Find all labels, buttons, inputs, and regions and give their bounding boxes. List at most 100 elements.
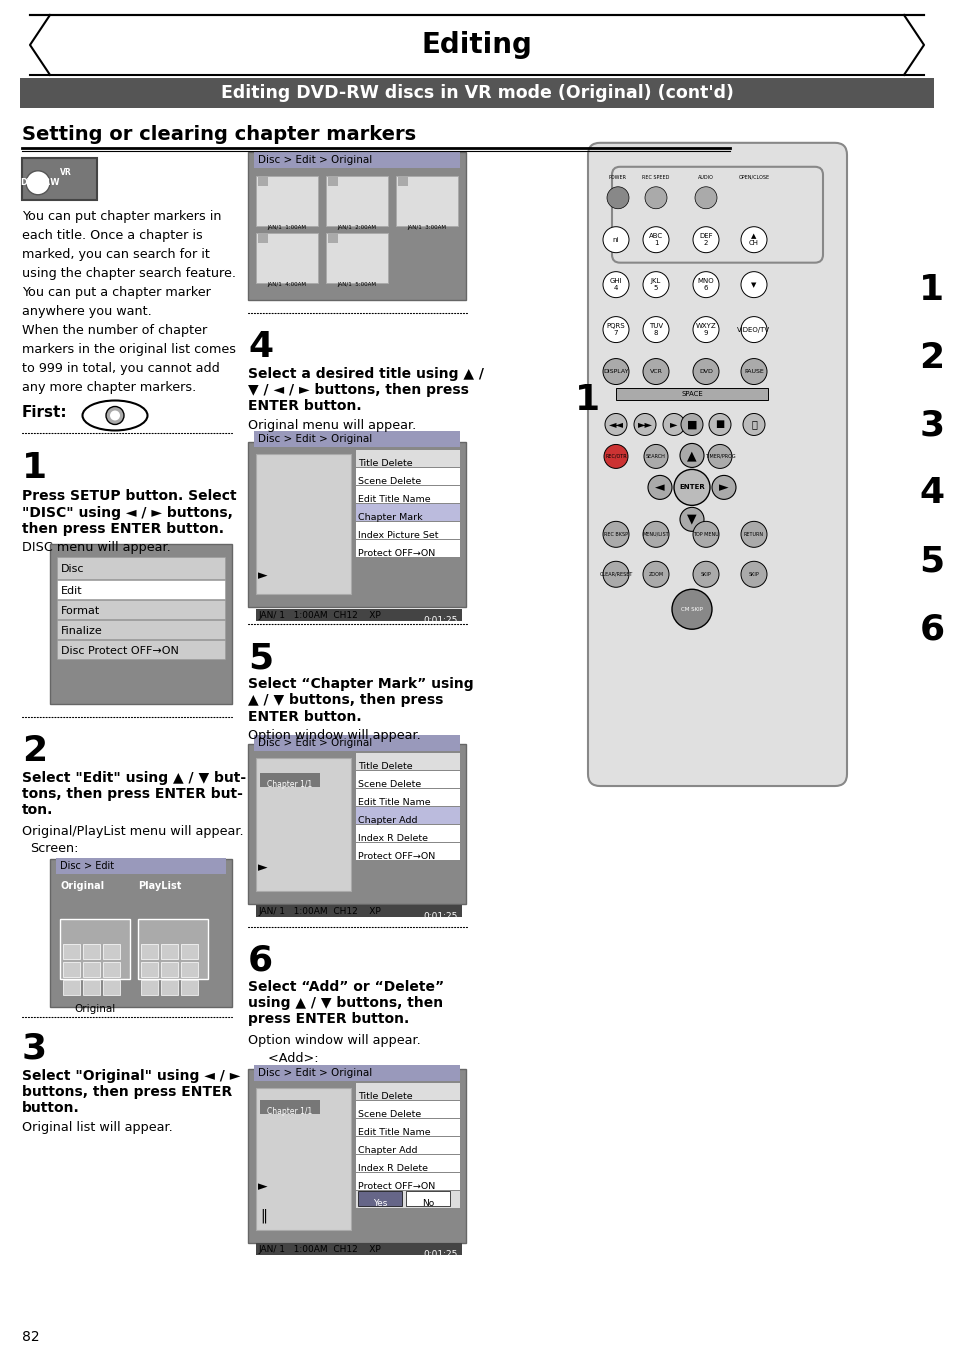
Text: Press SETUP button. Select
"DISC" using ◄ / ► buttons,
then press ENTER button.: Press SETUP button. Select "DISC" using … — [22, 489, 236, 535]
Bar — [328, 175, 337, 186]
Bar — [56, 857, 226, 874]
Ellipse shape — [106, 407, 124, 425]
Text: Editing: Editing — [421, 31, 532, 59]
Bar — [141, 944, 158, 958]
Text: JKL
5: JKL 5 — [650, 278, 660, 291]
Text: Setting or clearing chapter markers: Setting or clearing chapter markers — [22, 125, 416, 144]
Text: Select “Add” or “Delete”
using ▲ / ▼ buttons, then
press ENTER button.: Select “Add” or “Delete” using ▲ / ▼ but… — [248, 980, 444, 1026]
Text: Chapter Mark: Chapter Mark — [357, 514, 422, 523]
Circle shape — [692, 522, 719, 547]
Text: Edit Title Name: Edit Title Name — [357, 1127, 430, 1136]
Text: 1: 1 — [22, 452, 47, 485]
Bar — [260, 1100, 319, 1113]
Text: REC SPEED: REC SPEED — [641, 175, 669, 179]
Circle shape — [642, 359, 668, 384]
Text: ◄: ◄ — [655, 481, 664, 493]
Circle shape — [692, 226, 719, 252]
Text: Disc > Edit > Original: Disc > Edit > Original — [257, 434, 372, 445]
Circle shape — [604, 414, 626, 435]
Text: ◄◄: ◄◄ — [608, 419, 623, 430]
Text: 82: 82 — [22, 1330, 40, 1344]
Text: ■: ■ — [686, 419, 697, 430]
Text: Chapter Add: Chapter Add — [357, 1146, 417, 1155]
Circle shape — [679, 507, 703, 531]
Text: Protect OFF→ON: Protect OFF→ON — [357, 550, 435, 558]
Text: 3: 3 — [919, 408, 943, 442]
Text: ⏯: ⏯ — [750, 419, 756, 430]
Circle shape — [740, 272, 766, 298]
Text: DEF
2: DEF 2 — [699, 233, 712, 247]
Text: ni: ni — [612, 237, 618, 243]
Text: MNO
6: MNO 6 — [697, 278, 714, 291]
Circle shape — [679, 443, 703, 468]
Bar — [253, 735, 459, 751]
Text: Option window will appear.: Option window will appear. — [248, 1034, 420, 1046]
Circle shape — [742, 414, 764, 435]
Bar — [57, 640, 225, 659]
Bar — [248, 1069, 465, 1243]
Bar — [63, 980, 80, 995]
Text: Yes: Yes — [373, 1198, 387, 1208]
Bar — [260, 772, 319, 787]
Bar — [181, 980, 198, 995]
Bar — [355, 468, 459, 485]
Circle shape — [692, 272, 719, 298]
Circle shape — [602, 272, 628, 298]
Text: GHI
4: GHI 4 — [609, 278, 621, 291]
Text: DVD: DVD — [699, 369, 712, 373]
Circle shape — [110, 411, 120, 421]
Circle shape — [602, 317, 628, 342]
Text: JAN/ 1   1:00AM  CH12    XP: JAN/ 1 1:00AM CH12 XP — [257, 907, 380, 915]
Text: PAUSE: PAUSE — [743, 369, 763, 373]
Bar — [138, 919, 208, 979]
Bar — [255, 454, 351, 594]
Circle shape — [602, 522, 628, 547]
Bar — [257, 233, 268, 243]
Bar — [60, 919, 130, 979]
Text: ZOOM: ZOOM — [648, 572, 663, 577]
Text: Scene Delete: Scene Delete — [357, 780, 421, 789]
FancyBboxPatch shape — [587, 143, 846, 786]
Bar — [83, 962, 100, 977]
Circle shape — [695, 187, 717, 209]
Circle shape — [711, 476, 735, 499]
Text: ‖: ‖ — [260, 1209, 267, 1223]
Bar — [355, 771, 459, 789]
Bar — [83, 944, 100, 958]
Text: Screen:: Screen: — [30, 842, 78, 855]
Bar — [161, 962, 178, 977]
Text: ABC
1: ABC 1 — [648, 233, 662, 247]
Text: Disc > Edit: Disc > Edit — [60, 861, 114, 871]
Bar — [248, 152, 465, 299]
Text: Edit Title Name: Edit Title Name — [357, 495, 430, 504]
Text: 0:01:25: 0:01:25 — [423, 616, 457, 625]
Circle shape — [707, 445, 731, 468]
Bar — [103, 944, 120, 958]
Text: Title Delete: Title Delete — [357, 460, 413, 468]
Bar — [355, 825, 459, 842]
Bar — [255, 1243, 461, 1255]
Circle shape — [680, 414, 702, 435]
Text: When the number of chapter: When the number of chapter — [22, 324, 207, 337]
Bar — [355, 1136, 459, 1154]
Bar — [357, 1190, 401, 1206]
Text: No: No — [421, 1198, 434, 1208]
Bar — [397, 175, 408, 186]
Bar — [63, 944, 80, 958]
Text: Protect OFF→ON: Protect OFF→ON — [357, 852, 435, 861]
Circle shape — [662, 414, 684, 435]
Bar — [326, 233, 388, 283]
Circle shape — [26, 171, 50, 194]
Bar — [161, 944, 178, 958]
Text: VIDEO/TV: VIDEO/TV — [737, 326, 770, 333]
Bar — [355, 504, 459, 522]
Text: 5: 5 — [919, 545, 943, 578]
Circle shape — [642, 226, 668, 252]
Bar — [355, 1173, 459, 1189]
Text: ■: ■ — [715, 419, 724, 430]
Text: First:: First: — [22, 406, 68, 421]
Text: ▼: ▼ — [686, 512, 696, 526]
Text: marked, you can search for it: marked, you can search for it — [22, 248, 210, 260]
Bar — [103, 962, 120, 977]
FancyBboxPatch shape — [612, 167, 822, 263]
